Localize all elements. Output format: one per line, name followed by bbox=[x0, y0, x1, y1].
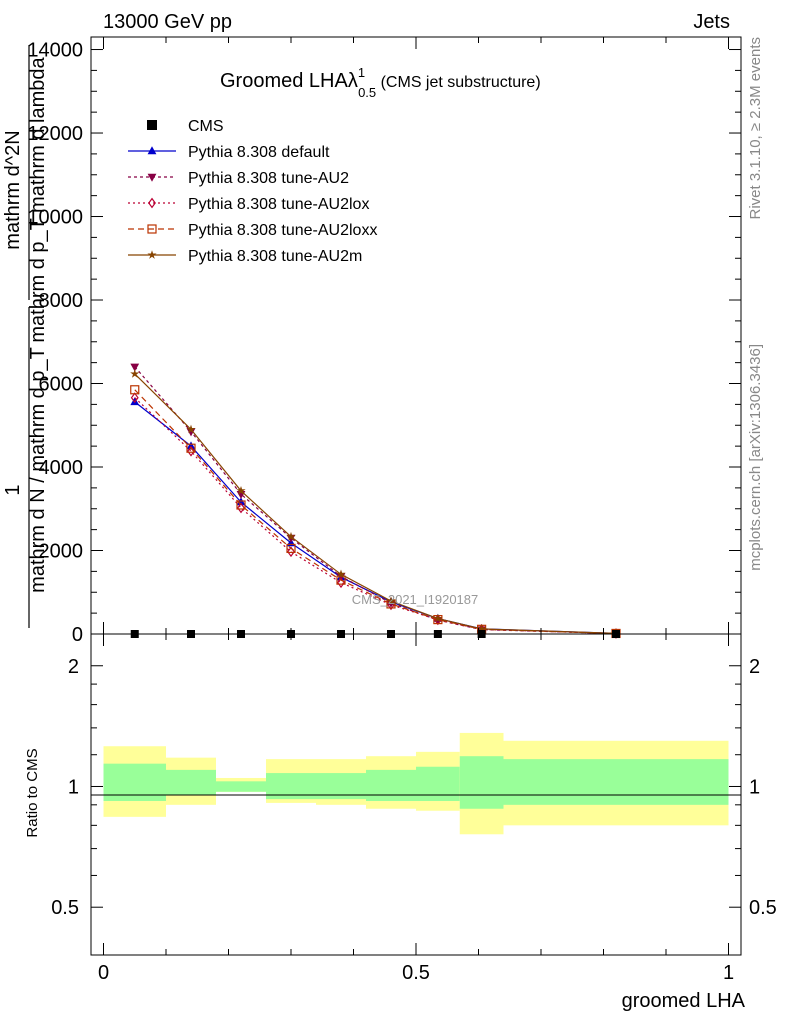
series-3-point bbox=[237, 502, 245, 514]
main-ytick-label: 14000 bbox=[27, 40, 83, 62]
main-ytick-label: 0 bbox=[72, 624, 83, 646]
ratio-ytick-label: 2 bbox=[68, 656, 79, 678]
series-4-point bbox=[236, 500, 246, 510]
x-axis-label: groomed LHA bbox=[622, 990, 746, 1012]
analysis-watermark: CMS_2021_I1920187 bbox=[352, 592, 479, 607]
series-5-point bbox=[336, 569, 346, 579]
ratio-ytick-label: 1 bbox=[68, 776, 79, 798]
ratio-ytick-label-right: 1 bbox=[749, 776, 760, 798]
header-right: Jets bbox=[693, 11, 730, 33]
legend: CMS Pythia 8.308 default Pythia 8.308 tune… bbox=[128, 118, 377, 265]
ratio-band-inner bbox=[216, 781, 266, 792]
ratio-ytick-label-right: 2 bbox=[749, 656, 760, 678]
series-2-point bbox=[130, 363, 140, 372]
xtick-label: 0 bbox=[98, 962, 109, 984]
legend-label-0: CMS bbox=[188, 118, 224, 135]
series-1-point bbox=[186, 441, 196, 450]
ratio-bands bbox=[103, 732, 729, 835]
series-4-point bbox=[336, 575, 346, 585]
ratio-ytick-label: 0.5 bbox=[51, 897, 79, 919]
ratio-band-inner bbox=[503, 759, 729, 805]
legend-marker-1 bbox=[147, 146, 157, 155]
plot-title: Groomed LHAλ1 0.5 (CMS jet substructure) bbox=[220, 65, 541, 100]
rivet-label: Rivet 3.1.10, ≥ 2.3M events bbox=[747, 37, 764, 220]
legend-label-2: Pythia 8.308 tune-AU2 bbox=[188, 170, 349, 187]
series-3-point bbox=[130, 392, 139, 404]
ratio-ylabel: Ratio to CMS bbox=[24, 748, 41, 837]
series-4-point bbox=[286, 543, 296, 554]
legend-marker-5 bbox=[147, 250, 157, 259]
legend-marker-4 bbox=[147, 224, 157, 234]
series-5-point bbox=[186, 424, 196, 434]
header-left: 13000 GeV pp bbox=[103, 11, 232, 33]
legend-label-1: Pythia 8.308 default bbox=[188, 144, 330, 161]
ratio-band-inner bbox=[166, 769, 216, 796]
ratio-ytick-label-right: 0.5 bbox=[749, 897, 777, 919]
ratio-band-inner bbox=[366, 769, 416, 802]
ratio-band-inner bbox=[416, 766, 460, 802]
series-5-point bbox=[130, 369, 140, 378]
series-4-point bbox=[130, 385, 140, 395]
ylabel-frac-num: 1 bbox=[2, 484, 24, 495]
series-5-point bbox=[236, 486, 246, 495]
main-ytick-label: 2000 bbox=[39, 541, 84, 563]
legend-marker-3 bbox=[148, 197, 156, 209]
main-ytick-label: 12000 bbox=[27, 123, 83, 145]
xtick-label: 0.5 bbox=[402, 962, 430, 984]
legend-label-4: Pythia 8.308 tune-AU2loxx bbox=[188, 222, 377, 239]
legend-marker-2 bbox=[147, 173, 157, 182]
ylabel-frac-den: mathrm d N / mathrm d p_T bbox=[27, 347, 49, 593]
series-5-point bbox=[433, 613, 443, 623]
legend-label-3: Pythia 8.308 tune-AU2lox bbox=[188, 196, 369, 213]
ylabel-dden: mathrm d p_T mathrm d lambda bbox=[27, 56, 49, 342]
series-3-point bbox=[187, 445, 195, 457]
ylabel-dn: mathrm d^2N bbox=[2, 130, 24, 249]
xtick-label: 1 bbox=[723, 962, 734, 984]
legend-marker-0 bbox=[147, 120, 157, 130]
series-5-point bbox=[477, 624, 487, 633]
series-4-point bbox=[186, 443, 196, 453]
main-ytick-label: 4000 bbox=[39, 457, 84, 479]
ratio-band-inner bbox=[459, 756, 504, 809]
series-1-point bbox=[130, 397, 140, 406]
main-ylabel: 1 mathrm d N / mathrm d p_T mathrm d^2N … bbox=[2, 45, 49, 628]
main-ytick-label: 8000 bbox=[39, 290, 84, 312]
main-ytick-label: 10000 bbox=[27, 207, 83, 229]
series-line-4 bbox=[134, 389, 617, 635]
legend-label-5: Pythia 8.308 tune-AU2m bbox=[188, 248, 362, 265]
series-5-point bbox=[286, 531, 296, 541]
series-5-point bbox=[386, 596, 396, 605]
series-2-point bbox=[186, 428, 196, 437]
axis-ticks: 0 2000 4000 6000 8000 10000 12000 14000 0.5 0.5 1 1… bbox=[27, 37, 777, 984]
main-ytick-label: 6000 bbox=[39, 374, 84, 396]
mcplots-label: mcplots.cern.ch [arXiv:1306.3436] bbox=[747, 344, 764, 571]
